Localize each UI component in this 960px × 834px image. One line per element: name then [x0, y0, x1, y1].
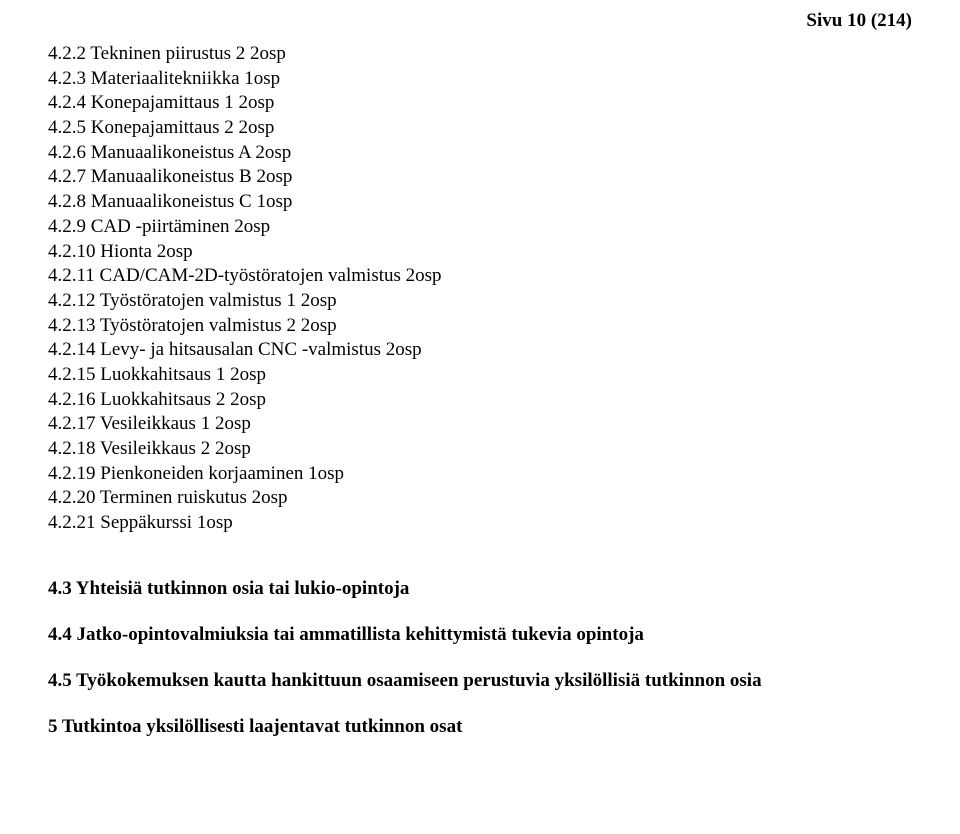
- list-item: 4.2.14 Levy- ja hitsausalan CNC -valmist…: [48, 338, 912, 363]
- list-item: 4.2.19 Pienkoneiden korjaaminen 1osp: [48, 462, 912, 487]
- list-item: 4.2.10 Hionta 2osp: [48, 240, 912, 265]
- heading-4-5: 4.5 Työkokemuksen kautta hankittuun osaa…: [48, 670, 912, 692]
- list-item: 4.2.16 Luokkahitsaus 2 2osp: [48, 388, 912, 413]
- heading-5: 5 Tutkintoa yksilöllisesti laajentavat t…: [48, 716, 912, 738]
- section-headings: 4.3 Yhteisiä tutkinnon osia tai lukio-op…: [48, 578, 912, 738]
- page-open-paren: (: [866, 10, 877, 31]
- list-item: 4.2.11 CAD/CAM-2D-työstöratojen valmistu…: [48, 264, 912, 289]
- heading-4-4: 4.4 Jatko-opintovalmiuksia tai ammatilli…: [48, 624, 912, 646]
- list-item: 4.2.4 Konepajamittaus 1 2osp: [48, 91, 912, 116]
- page-label-prefix: Sivu: [806, 10, 847, 31]
- document-page: Sivu 10 (214) 4.2.2 Tekninen piirustus 2…: [0, 0, 960, 834]
- list-item: 4.2.8 Manuaalikoneistus C 1osp: [48, 190, 912, 215]
- list-item: 4.2.13 Työstöratojen valmistus 2 2osp: [48, 314, 912, 339]
- list-item: 4.2.21 Seppäkurssi 1osp: [48, 511, 912, 536]
- page-total-second: 14: [887, 10, 906, 31]
- list-item: 4.2.12 Työstöratojen valmistus 1 2osp: [48, 289, 912, 314]
- heading-4-3: 4.3 Yhteisiä tutkinnon osia tai lukio-op…: [48, 578, 912, 600]
- list-item: 4.2.17 Vesileikkaus 1 2osp: [48, 412, 912, 437]
- list-item: 4.2.15 Luokkahitsaus 1 2osp: [48, 363, 912, 388]
- spacer: [48, 536, 912, 578]
- list-item: 4.2.9 CAD -piirtäminen 2osp: [48, 215, 912, 240]
- list-item: 4.2.5 Konepajamittaus 2 2osp: [48, 116, 912, 141]
- page-number: Sivu 10 (214): [806, 10, 912, 32]
- page-close-paren: ): [906, 10, 912, 31]
- page-total-first: 2: [877, 10, 887, 31]
- list-item: 4.2.2 Tekninen piirustus 2 2osp: [48, 42, 912, 67]
- page-current: 10: [847, 10, 866, 31]
- list-item: 4.2.20 Terminen ruiskutus 2osp: [48, 486, 912, 511]
- list-item: 4.2.18 Vesileikkaus 2 2osp: [48, 437, 912, 462]
- list-item: 4.2.3 Materiaalitekniikka 1osp: [48, 67, 912, 92]
- curriculum-list: 4.2.2 Tekninen piirustus 2 2osp 4.2.3 Ma…: [48, 42, 912, 536]
- list-item: 4.2.7 Manuaalikoneistus B 2osp: [48, 165, 912, 190]
- list-item: 4.2.6 Manuaalikoneistus A 2osp: [48, 141, 912, 166]
